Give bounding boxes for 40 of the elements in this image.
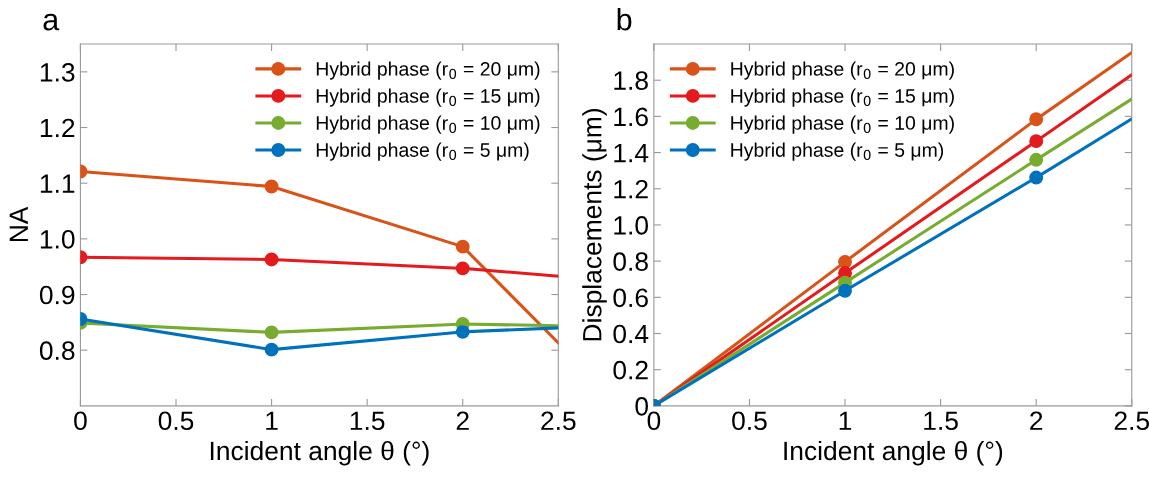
y-tick-label: 1.0	[40, 229, 75, 249]
x-tick-label: 1.5	[924, 411, 958, 431]
y-tick-label: 1.2	[40, 118, 75, 138]
y-tick-label: 1.8	[614, 71, 648, 91]
x-axis-title: Incident angle θ (°)	[210, 440, 429, 466]
x-tick-label: 1	[839, 411, 852, 430]
x-tick-label: 0.5	[158, 411, 194, 431]
legend-label: Hybrid phase (r$_{0}$ = 5 μm)	[731, 142, 944, 161]
y-axis-title: Displacements (μm)	[582, 109, 607, 341]
y-tick-label: 1.4	[614, 143, 649, 163]
y-tick-label: 0.8	[39, 341, 75, 361]
chart-title: b	[617, 7, 632, 31]
y-tick-label: 0.6	[613, 288, 648, 308]
x-axis-title: Incident angle θ (°)	[784, 440, 1003, 466]
x-tick-label: 1	[266, 411, 278, 430]
y-tick-label: 0.2	[613, 360, 648, 380]
legend-label: Hybrid phase (r$_{0}$ = 15 μm)	[316, 88, 540, 107]
x-tick-label: 1.5	[350, 411, 385, 431]
y-tick-label: 0.9	[39, 285, 75, 305]
x-tick-label: 2.5	[1114, 411, 1149, 431]
legend-label: Hybrid phase (r$_{0}$ = 20 μm)	[316, 61, 540, 80]
legend-label: Hybrid phase (r$_{0}$ = 20 μm)	[731, 61, 954, 80]
x-tick-label: 2	[456, 411, 469, 430]
x-tick-label: 2.5	[541, 411, 576, 431]
y-tick-label: 0.4	[613, 324, 649, 344]
y-tick-label: 1.1	[40, 174, 75, 193]
y-tick-label: 1.2	[614, 179, 648, 199]
chart-title: a	[43, 13, 60, 31]
y-tick-label: 0	[635, 397, 648, 416]
y-tick-label: 1.3	[40, 62, 75, 82]
y-tick-label: 0.8	[613, 252, 648, 271]
legend-label: Hybrid phase (r$_{0}$ = 15 μm)	[731, 88, 954, 107]
legend-label: Hybrid phase (r$_{0}$ = 10 μm)	[731, 115, 954, 134]
y-tick-label: 1.6	[614, 107, 648, 127]
x-tick-label: 2	[1030, 411, 1043, 430]
x-tick-label: 0.5	[732, 411, 767, 431]
legend-label: Hybrid phase (r$_{0}$ = 5 μm)	[316, 142, 529, 161]
legend-label: Hybrid phase (r$_{0}$ = 10 μm)	[316, 115, 540, 134]
y-tick-label: 1.0	[614, 216, 648, 235]
y-axis-title: NA	[9, 206, 28, 242]
